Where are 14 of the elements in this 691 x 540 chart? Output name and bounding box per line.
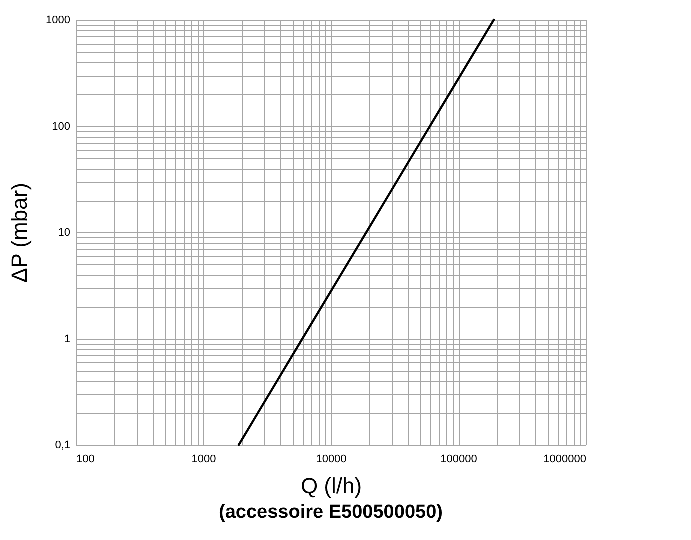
y-tick-label: 1 — [64, 333, 70, 346]
x-tick-label: 10000 — [316, 454, 347, 466]
text: (accessoire E500500050) — [219, 502, 443, 523]
x-tick-label: 1000 — [192, 454, 216, 466]
y-tick-label: 100 — [52, 120, 70, 133]
x-tick-label: 1000000 — [544, 454, 586, 466]
x-tick-label: 100 — [76, 454, 95, 466]
y-axis-title: ΔP (mbar) — [7, 183, 32, 283]
line-series — [238, 18, 496, 446]
y-tick-label: 0,1 — [55, 440, 70, 452]
x-axis-title: Q (l/h) — [300, 474, 362, 498]
x-tick-label: 100000 — [440, 454, 478, 466]
y-tick-label: 1000 — [46, 14, 70, 26]
y-tick-label: 10 — [58, 227, 70, 239]
